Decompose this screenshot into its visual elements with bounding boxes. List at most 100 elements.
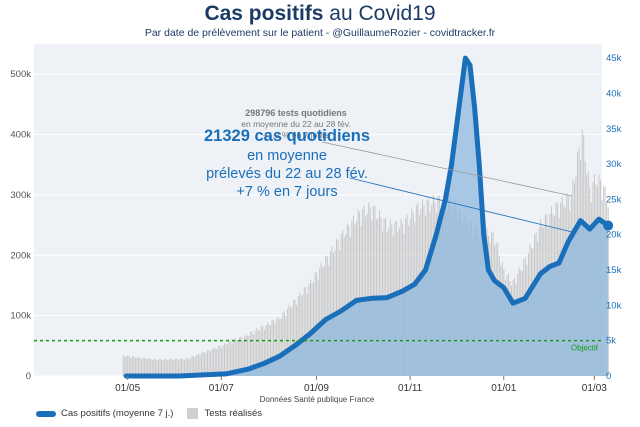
y-right-tick-label: 15k [606, 265, 622, 276]
tests-bar [131, 356, 133, 376]
tests-bar [368, 202, 370, 376]
tests-annotation-change: +1,2 % en 7 jours [263, 130, 329, 140]
tests-bar [294, 299, 296, 376]
tests-bar [302, 294, 304, 376]
tests-bar [193, 356, 195, 376]
y-right-tick-label: 10k [606, 300, 622, 311]
tests-bar [352, 215, 354, 376]
legend-cases-label: Cas positifs (moyenne 7 j.) [61, 408, 174, 419]
tests-bar [216, 348, 218, 376]
tests-bar [320, 262, 322, 376]
tests-bar [289, 307, 291, 376]
tests-bar [142, 357, 144, 376]
tests-bar [187, 358, 189, 376]
tests-bar [314, 272, 316, 376]
tests-bar [157, 359, 159, 376]
tests-bar [336, 238, 338, 376]
tests-bar [282, 312, 284, 376]
tests-bar [231, 343, 233, 376]
tests-bar [262, 325, 264, 376]
tests-bar [141, 359, 143, 376]
tests-bar [246, 335, 248, 376]
tests-bar [223, 343, 225, 376]
tests-bar [145, 359, 147, 376]
tests-bar [180, 358, 182, 376]
tests-bar [365, 216, 367, 376]
tests-bar [173, 360, 175, 376]
tests-bar [210, 351, 212, 376]
y-axis-right: 0 5k 10k 15k 20k 25k 30k 35k 40k 45k [606, 53, 622, 382]
tests-bar [179, 358, 181, 376]
tests-bar [125, 356, 127, 376]
chart-title: Cas positifs au Covid19 [204, 2, 436, 25]
objective-label: Objectif [571, 344, 599, 353]
tests-bar [213, 347, 215, 376]
tests-bar [161, 359, 163, 376]
tests-bar [273, 320, 275, 376]
tests-bar [151, 360, 153, 376]
tests-bar [159, 358, 161, 376]
tests-bar [266, 322, 268, 376]
tests-bar [164, 359, 166, 376]
y-right-tick-label: 40k [606, 88, 622, 99]
y-left-tick-label: 0 [26, 371, 31, 382]
tests-bar [346, 223, 348, 376]
tests-bar [237, 340, 239, 376]
tests-bar [251, 331, 253, 376]
tests-bar [202, 351, 204, 376]
tests-bar [369, 207, 371, 376]
tests-bar [207, 350, 209, 376]
tests-bar [359, 212, 361, 376]
tests-bar [220, 347, 222, 376]
tests-bar [219, 345, 221, 376]
y-left-tick-label: 300k [10, 190, 31, 201]
y-left-tick-label: 400k [10, 130, 31, 141]
y-right-tick-label: 30k [606, 159, 622, 170]
y-axis-left: 0 100k 200k 300k 400k 500k [10, 69, 31, 382]
tests-annotation-period: en moyenne du 22 au 28 fév. [241, 119, 350, 129]
x-axis: 01/05 01/07 01/09 01/11 01/01 01/03 [115, 376, 607, 394]
tests-bar [153, 358, 155, 376]
cases-line [123, 55, 611, 379]
tests-bar [372, 206, 374, 376]
y-left-tick-label: 200k [10, 250, 31, 261]
tests-bar [150, 359, 152, 376]
tests-bar [253, 334, 255, 376]
y-right-tick-label: 20k [606, 230, 622, 241]
x-tick-label: 01/05 [115, 383, 140, 394]
tests-bar [240, 336, 242, 376]
tests-bar [128, 356, 130, 376]
tests-bar [256, 328, 258, 376]
cases-annotation-avg: en moyenne [247, 148, 327, 164]
tests-bar [154, 359, 156, 376]
tests-bar [156, 360, 158, 376]
tests-bar [254, 330, 256, 376]
tests-bar [130, 357, 132, 376]
tests-bar [308, 283, 310, 376]
x-tick-label: 01/03 [582, 383, 607, 394]
cases-pointer-line [349, 177, 573, 233]
tests-bar [194, 356, 196, 376]
tests-bar [337, 239, 339, 376]
tests-bar [190, 357, 192, 376]
y-right-tick-label: 35k [606, 124, 622, 135]
tests-bar [176, 358, 178, 376]
tests-bar [279, 319, 281, 376]
y-left-tick-label: 100k [10, 311, 31, 322]
tests-bar [208, 349, 210, 376]
tests-bar [133, 356, 135, 376]
tests-bar [265, 324, 267, 376]
tests-bar [329, 251, 331, 376]
tests-bar [122, 355, 124, 376]
legend: Cas positifs (moyenne 7 j.) Tests réalis… [36, 408, 262, 419]
tests-bar [191, 356, 193, 376]
tests-bar [227, 344, 229, 376]
tests-bar [259, 330, 261, 376]
tests-bar [222, 345, 224, 376]
tests-bar [184, 359, 186, 376]
tests-bar [268, 324, 270, 376]
tests-bar [225, 344, 227, 376]
tests-bar [276, 319, 278, 376]
source-note: Données Santé publique France [260, 395, 375, 404]
